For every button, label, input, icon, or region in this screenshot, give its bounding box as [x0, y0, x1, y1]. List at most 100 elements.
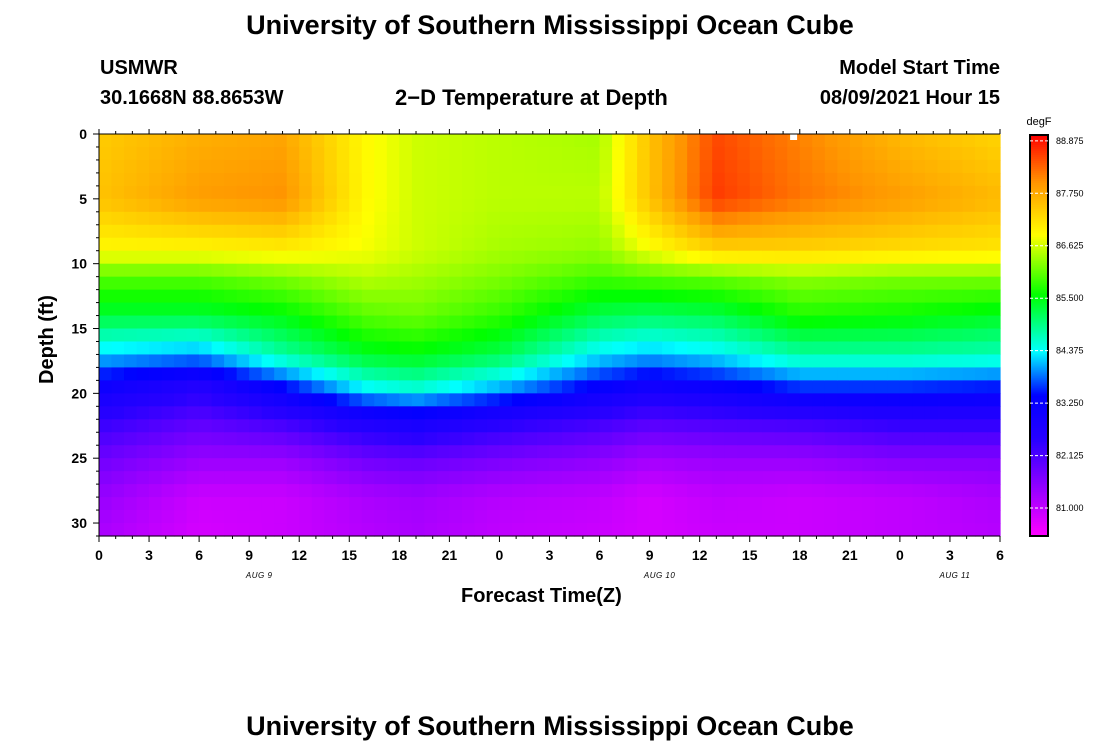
heatmap-cell	[949, 250, 964, 265]
heatmap-cell	[111, 432, 125, 446]
heatmap-cell	[136, 198, 150, 213]
heatmap-cell	[174, 458, 188, 472]
heatmap-cell	[186, 315, 200, 330]
colorbar-step	[1030, 265, 1048, 268]
heatmap-cell	[637, 289, 651, 304]
heatmap-cell	[787, 289, 801, 304]
heatmap-cell	[299, 484, 313, 498]
heatmap-cell	[787, 393, 801, 407]
heatmap-cell	[674, 198, 688, 213]
heatmap-cell	[236, 354, 250, 369]
heatmap-cell	[812, 341, 826, 356]
heatmap-cell	[649, 315, 663, 330]
heatmap-cell	[461, 198, 476, 213]
heatmap-cell	[161, 302, 175, 317]
heatmap-cell	[737, 484, 751, 498]
heatmap-cell	[949, 263, 964, 278]
heatmap-cell	[624, 211, 638, 226]
heatmap-cell	[186, 393, 200, 407]
heatmap-cell	[211, 341, 225, 356]
heatmap-cell	[211, 445, 225, 459]
heatmap-cell	[536, 276, 551, 291]
colorbar-frame	[1029, 134, 1049, 537]
heatmap-cell	[311, 523, 325, 537]
heatmap-cell	[524, 419, 538, 433]
heatmap-cell	[662, 289, 676, 304]
heatmap-cell	[649, 445, 663, 459]
heatmap-cell	[311, 445, 325, 459]
heatmap-cell	[987, 224, 1001, 239]
heatmap-cell	[949, 432, 964, 446]
heatmap-cell	[311, 367, 325, 381]
heatmap-cell	[749, 250, 763, 265]
heatmap-cell	[124, 159, 138, 174]
heatmap-cell	[699, 354, 713, 369]
heatmap-cell	[211, 185, 225, 200]
heatmap-cell	[524, 276, 538, 291]
heatmap-cell	[937, 159, 951, 174]
heatmap-cell	[261, 419, 275, 433]
heatmap-cell	[474, 341, 488, 356]
heatmap-cell	[111, 445, 125, 459]
heatmap-cell	[461, 471, 476, 485]
heatmap-cell	[486, 432, 501, 446]
heatmap-cell	[787, 523, 801, 537]
heatmap-cell	[499, 328, 513, 343]
heatmap-cell	[261, 406, 275, 420]
heatmap-cell	[899, 289, 913, 304]
heatmap-cell	[249, 185, 263, 200]
heatmap-cell	[799, 302, 813, 317]
heatmap-cell	[787, 276, 801, 291]
heatmap-cell	[511, 354, 526, 369]
heatmap-cell	[812, 237, 826, 252]
heatmap-cell	[174, 146, 188, 161]
heatmap-cell	[311, 263, 325, 278]
heatmap-cell	[249, 146, 263, 161]
heatmap-cell	[812, 172, 826, 187]
heatmap-cell	[324, 146, 338, 161]
colorbar-step	[1030, 291, 1048, 294]
colorbar-step	[1030, 271, 1048, 274]
heatmap-cell	[662, 458, 676, 472]
colorbar-step	[1030, 293, 1048, 296]
heatmap-cell	[386, 263, 400, 278]
heatmap-cell	[737, 302, 751, 317]
heatmap-cell	[649, 185, 663, 200]
heatmap-cell	[774, 146, 788, 161]
heatmap-cell	[912, 159, 926, 174]
heatmap-cell	[474, 419, 488, 433]
heatmap-cell	[449, 393, 463, 407]
heatmap-cell	[374, 419, 388, 433]
heatmap-cell	[449, 419, 463, 433]
heatmap-cell	[799, 172, 813, 187]
heatmap-cell	[186, 432, 200, 446]
heatmap-cell	[924, 497, 939, 511]
colorbar-step	[1030, 397, 1048, 401]
colorbar-step	[1030, 217, 1048, 220]
heatmap-cell	[824, 146, 838, 161]
heatmap-cell	[236, 510, 250, 524]
heatmap-cell	[236, 367, 250, 381]
heatmap-cell	[249, 328, 263, 343]
heatmap-cell	[737, 354, 751, 369]
heatmap-cell	[574, 458, 588, 472]
heatmap-cell	[599, 445, 613, 459]
heatmap-cell	[411, 237, 425, 252]
heatmap-cell	[524, 471, 538, 485]
heatmap-cell	[411, 393, 425, 407]
heatmap-cell	[124, 328, 138, 343]
heatmap-cell	[111, 523, 125, 537]
heatmap-cell	[599, 211, 613, 226]
heatmap-cell	[899, 250, 913, 265]
colorbar-step	[1030, 339, 1048, 343]
heatmap-cell	[649, 406, 663, 420]
colorbar-step	[1030, 255, 1048, 258]
heatmap-cell	[511, 146, 526, 161]
heatmap-cell	[274, 341, 288, 356]
heatmap-cell	[99, 484, 113, 498]
heatmap-cell	[286, 172, 300, 187]
heatmap-cell	[649, 198, 663, 213]
heatmap-cell	[424, 445, 438, 459]
heatmap-cell	[99, 172, 113, 187]
colorbar-step	[1030, 399, 1048, 403]
